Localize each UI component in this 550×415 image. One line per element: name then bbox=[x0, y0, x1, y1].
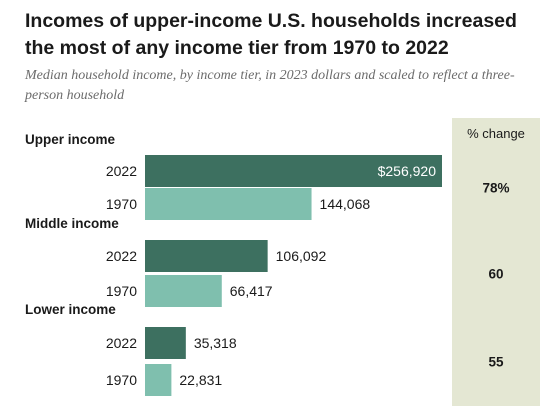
percent-change-header: % change bbox=[467, 126, 525, 141]
year-label: 2022 bbox=[106, 248, 137, 264]
bar-2022 bbox=[145, 155, 442, 187]
data-label: 106,092 bbox=[276, 248, 327, 264]
bar-1970 bbox=[145, 364, 172, 396]
group-label: Middle income bbox=[25, 216, 119, 231]
year-label: 2022 bbox=[106, 163, 137, 179]
data-label: 66,417 bbox=[230, 283, 273, 299]
data-label: 22,831 bbox=[179, 372, 222, 388]
data-label: 144,068 bbox=[320, 196, 371, 212]
year-label: 1970 bbox=[106, 283, 137, 299]
percent-change-panel bbox=[452, 118, 540, 406]
year-label: 1970 bbox=[106, 372, 137, 388]
data-label: $256,920 bbox=[378, 163, 437, 179]
bar-1970 bbox=[145, 188, 312, 220]
percent-change-value: 55 bbox=[488, 355, 504, 370]
bar-2022 bbox=[145, 240, 268, 272]
bar-2022 bbox=[145, 327, 186, 359]
chart-title: Incomes of upper-income U.S. households … bbox=[25, 10, 517, 59]
year-label: 1970 bbox=[106, 196, 137, 212]
percent-change-value: 60 bbox=[488, 267, 503, 282]
group-label: Lower income bbox=[25, 302, 116, 317]
group-label: Upper income bbox=[25, 132, 116, 147]
percent-change-value: 78% bbox=[482, 181, 509, 196]
year-label: 2022 bbox=[106, 335, 137, 351]
data-label: 35,318 bbox=[194, 335, 237, 351]
chart-subtitle: Median household income, by income tier,… bbox=[25, 68, 515, 103]
bar-1970 bbox=[145, 275, 222, 307]
